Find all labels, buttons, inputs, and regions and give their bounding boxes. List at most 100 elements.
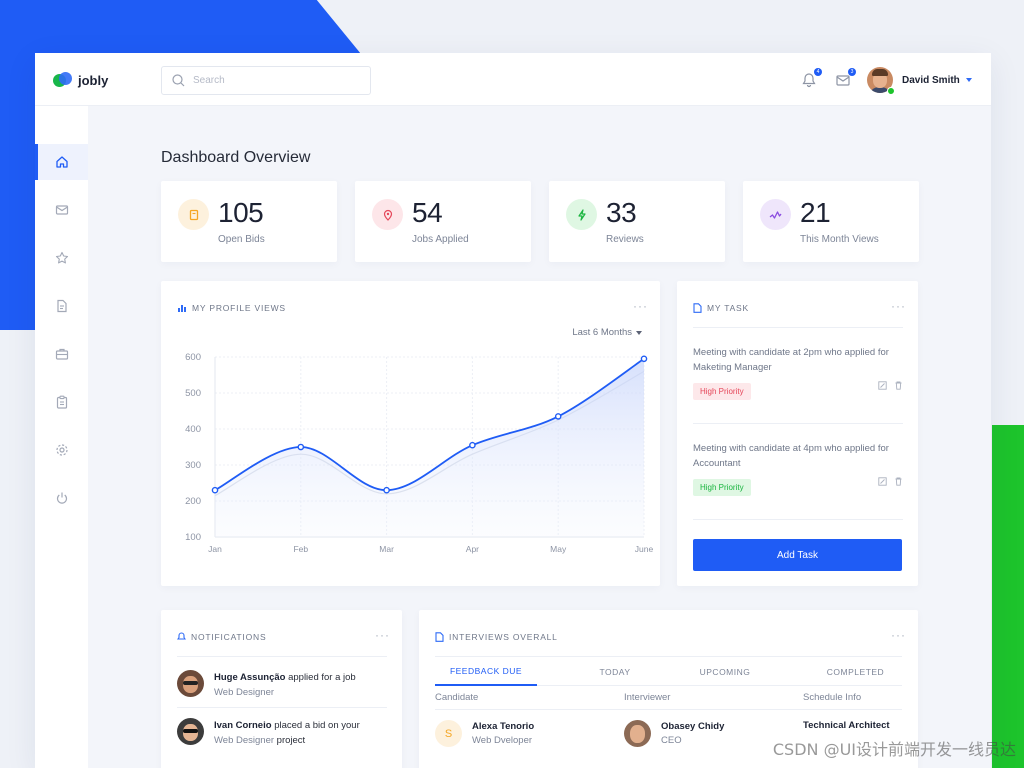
interviewer-info: Obasey Chidy CEO [661, 721, 724, 746]
card-title-text: MY PROFILE VIEWS [192, 303, 286, 313]
notifications-button[interactable]: 4 [801, 68, 822, 90]
sidebar-item-documents[interactable] [35, 288, 88, 324]
app-window: jobly 4 3 David Smith [35, 53, 991, 768]
sidebar-item-jobs[interactable] [35, 336, 88, 372]
tab-feedback-due[interactable]: FEEDBACK DUE [435, 657, 537, 686]
data-point [554, 413, 562, 420]
tab-completed[interactable]: COMPLETED [826, 666, 885, 677]
task-item[interactable]: Meeting with candidate at 4pm who applie… [693, 441, 903, 496]
edit-icon[interactable] [878, 477, 887, 486]
interviewer-role: CEO [661, 735, 682, 746]
stat-label: Open Bids [218, 234, 265, 245]
star-icon [55, 251, 68, 264]
stat-icon-circle [178, 199, 209, 230]
card-title-text: MY TASK [707, 303, 749, 313]
more-options-button[interactable]: ··· [633, 299, 648, 313]
sidebar-item-tasks[interactable] [35, 384, 88, 420]
trash-icon[interactable] [894, 381, 903, 390]
logo-icon [53, 72, 72, 89]
task-item[interactable]: Meeting with candidate at 2pm who applie… [693, 345, 903, 400]
edit-icon[interactable] [878, 381, 887, 390]
card-title: NOTIFICATIONS [177, 632, 266, 642]
sidebar-item-settings[interactable] [35, 432, 88, 468]
candidate-info: Alexa Tenorio Web Dveloper [472, 721, 534, 746]
power-icon [56, 492, 67, 504]
chart-icon [178, 305, 186, 312]
task-actions [878, 477, 903, 486]
sidebar-item-favorites[interactable] [35, 240, 88, 276]
logo-text: jobly [78, 73, 109, 88]
document-icon [56, 299, 67, 313]
range-dropdown[interactable]: Last 6 Months [572, 327, 642, 338]
notifications-badge: 4 [814, 68, 822, 76]
tab-today[interactable]: TODAY [599, 666, 631, 677]
document-icon [435, 632, 444, 642]
priority-badge: High Priority [693, 479, 751, 496]
stat-value: 105 [218, 197, 264, 228]
y-tick-label: 600 [185, 352, 201, 363]
stat-card-month-views[interactable]: 21 This Month Views [743, 181, 919, 262]
divider [693, 519, 903, 520]
sidebar-item-home[interactable] [35, 144, 88, 180]
user-menu[interactable]: David Smith [867, 67, 972, 95]
trash-icon[interactable] [894, 477, 903, 486]
y-tick-label: 500 [185, 388, 201, 399]
stat-label: Jobs Applied [412, 234, 469, 245]
divider [435, 709, 902, 710]
more-options-button[interactable]: ··· [375, 628, 390, 642]
y-tick-label: 200 [185, 496, 201, 507]
task-text: Meeting with candidate at 2pm who applie… [693, 347, 889, 373]
card-title-text: INTERVIEWS OVERALL [449, 632, 558, 642]
search-input[interactable] [193, 75, 353, 86]
search-box[interactable] [161, 66, 371, 95]
bookmark-icon [189, 209, 198, 220]
table-row-candidate[interactable]: S Alexa Tenorio Web Dveloper [435, 720, 534, 747]
notification-suffix: project [276, 735, 306, 746]
table-row-interviewer[interactable]: Obasey Chidy CEO [624, 720, 724, 747]
candidate-avatar: S [435, 720, 462, 747]
top-header: jobly 4 3 David Smith [35, 53, 991, 106]
envelope-icon [836, 75, 850, 86]
card-title-text: NOTIFICATIONS [191, 632, 267, 642]
stat-card-reviews[interactable]: 33 Reviews [549, 181, 725, 262]
notification-item[interactable]: Ivan Corneio placed a bid on your Web De… [177, 718, 387, 748]
home-icon [55, 156, 68, 168]
card-title: INTERVIEWS OVERALL [435, 632, 558, 642]
notification-action: applied for a job [288, 672, 356, 683]
search-icon [172, 74, 185, 87]
avatar [177, 670, 204, 697]
sidebar-item-mail[interactable] [35, 192, 88, 228]
x-tick-label: Jan [208, 544, 222, 554]
divider [177, 656, 387, 657]
divider [177, 707, 387, 708]
interview-tabs: FEEDBACK DUE TODAY UPCOMING COMPLETED [435, 656, 902, 686]
candidate-name: Alexa Tenorio [472, 721, 535, 732]
tab-upcoming[interactable]: UPCOMING [699, 666, 751, 677]
messages-button[interactable]: 3 [835, 68, 856, 90]
chevron-down-icon [636, 330, 642, 335]
notification-item[interactable]: Huge Assunção applied for a job Web Desi… [177, 670, 387, 700]
series-area [215, 358, 644, 537]
column-header-interviewer: Interviewer [624, 692, 671, 703]
x-tick-label: May [550, 544, 567, 554]
interviews-card: INTERVIEWS OVERALL ··· FEEDBACK DUE TODA… [419, 610, 918, 768]
background-green-shape [992, 425, 1024, 768]
divider [693, 423, 903, 424]
bell-icon [177, 632, 186, 640]
more-options-button[interactable]: ··· [891, 299, 906, 313]
add-task-button[interactable]: Add Task [693, 539, 902, 571]
more-options-button[interactable]: ··· [891, 628, 906, 642]
x-tick-label: Feb [293, 544, 308, 554]
notification-text: Huge Assunção applied for a job Web Desi… [214, 670, 356, 700]
clipboard-icon [56, 395, 67, 409]
divider [693, 327, 903, 328]
task-actions [878, 381, 903, 390]
stat-card-jobs-applied[interactable]: 54 Jobs Applied [355, 181, 531, 262]
notification-name: Huge Assunção [214, 672, 286, 683]
user-name: David Smith [902, 74, 960, 86]
gear-icon [55, 444, 68, 456]
candidate-initial: S [444, 727, 453, 740]
logo[interactable]: jobly [53, 72, 108, 89]
stat-card-open-bids[interactable]: 105 Open Bids [161, 181, 337, 262]
sidebar-item-logout[interactable] [35, 480, 88, 516]
